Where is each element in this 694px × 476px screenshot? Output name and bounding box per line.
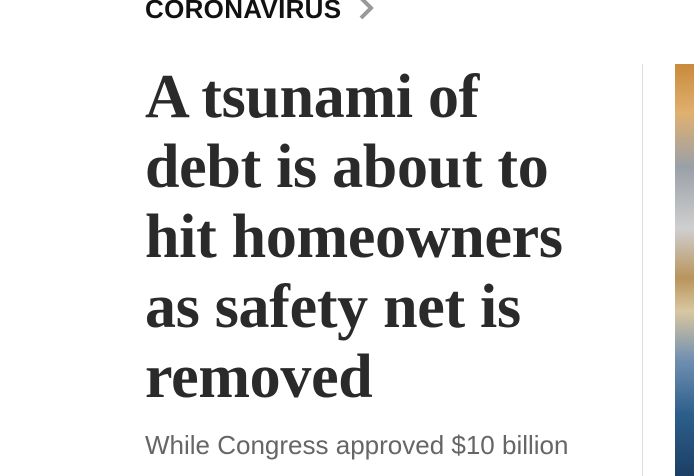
- divider: [642, 64, 643, 476]
- section-kicker[interactable]: CORONAVIRUS: [145, 0, 342, 24]
- headline-line: removed: [145, 343, 373, 411]
- headline: A tsunami of debt is about to hit homeow…: [145, 62, 563, 412]
- article-image[interactable]: [675, 64, 694, 476]
- headline-line: hit homeowners: [145, 203, 563, 271]
- headline-line: as safety net is: [145, 273, 521, 341]
- chevron-icon[interactable]: [355, 0, 379, 24]
- headline-line: debt is about to: [145, 133, 549, 201]
- dek: While Congress approved $10 billion: [145, 430, 569, 460]
- headline-line: A tsunami of: [145, 63, 480, 131]
